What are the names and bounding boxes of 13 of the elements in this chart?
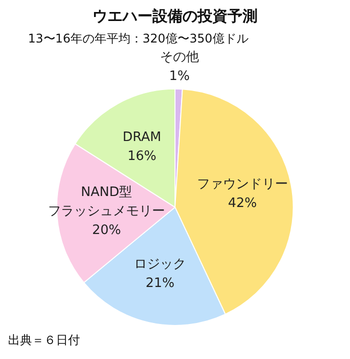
data-label: 16% <box>127 148 156 164</box>
slice-label: NAND型フラッシュメモリー <box>48 184 166 219</box>
data-label: 20% <box>92 222 121 238</box>
slice-label: ファウンドリー <box>196 177 288 192</box>
chart-title: ウエハー設備の投資予測 <box>92 6 258 25</box>
data-label: 42% <box>228 196 257 212</box>
chart-subtitle: 13〜16年の年平均：320億〜350億ドル <box>28 31 248 46</box>
source-note: 出典＝６日付 <box>8 332 81 349</box>
data-label: 1% <box>169 68 190 84</box>
data-label: 21% <box>146 276 174 292</box>
slice-label: その他 <box>160 50 199 65</box>
slice-label: DRAM <box>122 130 162 145</box>
slice-label: ロジック <box>134 257 186 272</box>
